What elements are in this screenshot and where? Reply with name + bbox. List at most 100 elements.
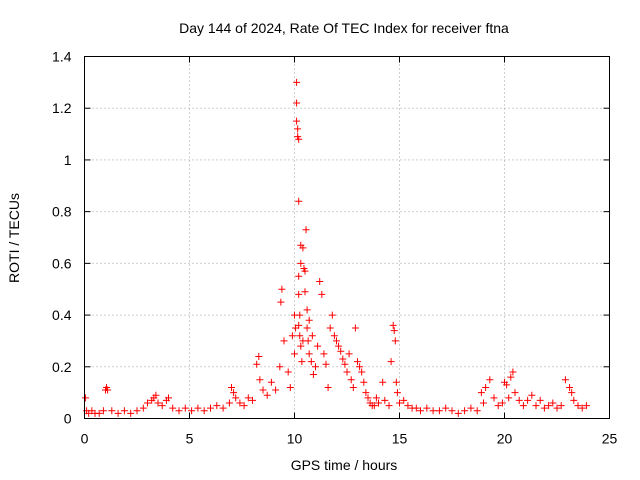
data-point: [354, 358, 361, 366]
x-tick-labels: 0 5 10 15 20 25: [81, 431, 618, 447]
data-point: [482, 383, 490, 391]
chart-title: Day 144 of 2024, Rate Of TEC Index for r…: [179, 20, 509, 36]
data-point: [582, 402, 590, 410]
y-tick-label: 0.8: [52, 204, 72, 220]
data-point: [144, 399, 151, 407]
data-point: [305, 350, 313, 358]
data-point: [295, 135, 303, 143]
data-point: [309, 371, 317, 379]
data-point: [304, 337, 312, 345]
data-point: [175, 407, 183, 415]
x-tick-label: 20: [497, 431, 513, 447]
data-point: [337, 347, 345, 355]
data-point: [390, 327, 398, 335]
data-point: [280, 337, 288, 345]
data-point: [259, 386, 267, 394]
data-point: [412, 404, 420, 412]
data-point: [293, 117, 301, 125]
data-point: [429, 407, 437, 415]
plot-frame: [84, 56, 610, 419]
data-point: [297, 259, 305, 267]
data-point: [95, 409, 103, 417]
data-point: [295, 321, 303, 329]
data-point: [256, 376, 264, 384]
data-point: [400, 396, 408, 404]
data-point: [536, 396, 544, 404]
data-point: [276, 363, 284, 371]
data-point: [267, 378, 275, 386]
y-tick-labels: 0 0.2 0.4 0.6 0.8 1 1.2 1.4: [52, 49, 72, 427]
data-point: [494, 402, 502, 410]
data-point: [375, 399, 382, 407]
data-point: [82, 394, 90, 402]
data-point: [293, 99, 301, 107]
data-point: [255, 352, 263, 360]
y-tick-label: 0.6: [52, 255, 72, 271]
data-point: [349, 383, 357, 391]
data-point: [158, 402, 166, 410]
data-point: [549, 399, 557, 407]
y-tick-label: 1.4: [52, 49, 72, 65]
data-point: [277, 298, 285, 306]
data-point: [213, 402, 221, 410]
data-point: [335, 342, 343, 350]
data-point: [486, 376, 494, 384]
data-point: [391, 337, 399, 345]
data-point: [515, 396, 523, 404]
data-point: [467, 404, 475, 412]
data-point: [333, 337, 340, 345]
data-point: [364, 394, 372, 402]
data-point: [200, 407, 208, 415]
data-point: [505, 394, 513, 402]
data-point: [326, 324, 334, 332]
data-point: [152, 391, 160, 399]
data-point: [99, 407, 107, 415]
data-point: [240, 402, 248, 410]
data-point: [230, 389, 238, 397]
data-point: [345, 350, 353, 358]
data-point: [253, 360, 261, 368]
data-point: [305, 316, 313, 324]
data-point: [295, 197, 303, 205]
data-point: [396, 399, 403, 407]
data-point: [570, 396, 578, 404]
data-point: [328, 311, 336, 319]
data-point: [477, 389, 485, 397]
data-point: [295, 290, 303, 298]
data-point: [379, 378, 387, 386]
data-point: [301, 288, 309, 296]
x-axis-label: GPS time / hours: [291, 457, 398, 473]
data-point: [473, 407, 481, 415]
data-point: [524, 396, 532, 404]
data-point: [320, 350, 328, 358]
data-point: [540, 404, 548, 412]
data-point: [503, 381, 511, 389]
x-tick-label: 0: [81, 431, 89, 447]
data-point: [545, 402, 553, 410]
data-point: [293, 78, 301, 86]
data-point: [553, 404, 561, 412]
x-tick-label: 25: [602, 431, 618, 447]
data-point: [139, 404, 147, 412]
data-point: [454, 409, 462, 417]
y-axis-label: ROTI / TECUs: [6, 193, 22, 283]
data-point: [294, 125, 302, 133]
data-point: [133, 407, 141, 415]
data-point: [435, 407, 443, 415]
data-point: [461, 407, 469, 415]
data-point: [574, 402, 582, 410]
data-point: [288, 332, 296, 340]
data-point: [312, 363, 319, 371]
data-point: [194, 404, 202, 412]
data-point: [232, 394, 240, 402]
data-point: [561, 376, 569, 384]
data-point: [358, 368, 366, 376]
data-point: [303, 306, 311, 314]
data-point: [385, 402, 393, 410]
data-point: [372, 394, 380, 402]
data-point: [392, 378, 400, 386]
data-point: [108, 407, 116, 415]
data-point: [284, 368, 292, 376]
data-point: [389, 321, 397, 329]
data-point: [393, 389, 401, 397]
